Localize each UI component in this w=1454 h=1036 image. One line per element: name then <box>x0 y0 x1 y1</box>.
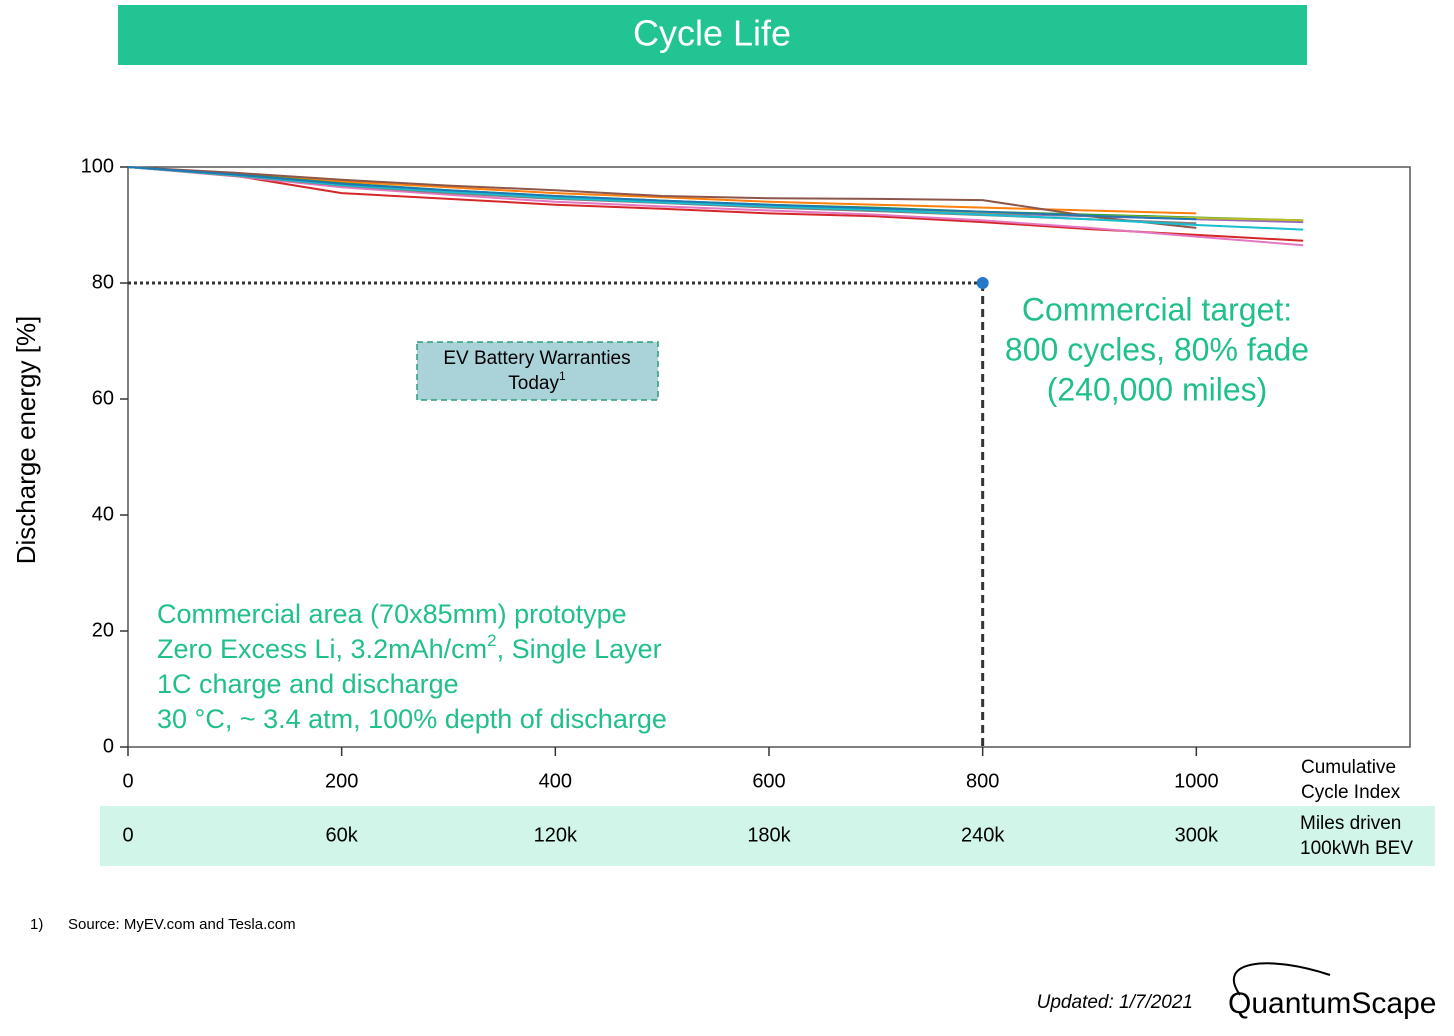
y-tick-label: 20 <box>92 619 114 641</box>
note: 1C charge and discharge <box>157 669 459 699</box>
note: Commercial area (70x85mm) prototype <box>157 599 627 629</box>
series-line <box>127 166 1304 247</box>
miles-label: 100kWh BEV <box>1300 838 1413 859</box>
logo: QuantumScape <box>1228 987 1436 1020</box>
title: Cycle Life <box>633 13 791 54</box>
x-tick-label: 0 <box>122 770 133 792</box>
y-tick-label: 0 <box>103 735 114 757</box>
note-part: Zero Excess Li, 3.2mAh/cm <box>157 634 487 664</box>
note-part: , Single Layer <box>497 634 662 664</box>
note: Zero Excess Li, 3.2mAh/cm2, Single Layer <box>157 631 662 664</box>
x-tick-label: 600 <box>752 770 785 792</box>
target-annotation: 800 cycles, 80% fade <box>1005 331 1309 367</box>
y-tick-label: 80 <box>92 271 114 293</box>
warranty-text: EV Battery Warranties <box>443 348 630 369</box>
series-line <box>127 166 1304 231</box>
x-tick-label: 200 <box>325 770 358 792</box>
x-axis-label: Cycle Index <box>1301 782 1401 803</box>
updated: Updated: 1/7/2021 <box>1037 992 1193 1013</box>
miles-tick-label: 300k <box>1175 824 1219 846</box>
y-axis-label: Discharge energy [%] <box>11 316 41 565</box>
miles-tick-label: 0 <box>122 824 133 846</box>
miles-tick-label: 120k <box>534 824 578 846</box>
series-line <box>127 166 1197 229</box>
logo-swoosh <box>1232 962 1331 996</box>
x-tick-label: 800 <box>966 770 999 792</box>
y-tick-label: 40 <box>92 503 114 525</box>
miles-tick-label: 60k <box>326 824 359 846</box>
footnote-mark: 1) <box>30 916 43 933</box>
note: 30 °C, ~ 3.4 atm, 100% depth of discharg… <box>157 704 667 734</box>
miles-band <box>100 806 1435 866</box>
x-tick-label: 1000 <box>1174 770 1219 792</box>
y-tick-label: 60 <box>92 387 114 409</box>
series-line <box>127 166 1197 215</box>
y-tick-label: 100 <box>81 155 114 177</box>
note-superscript: 2 <box>487 631 496 650</box>
miles-label: Miles driven <box>1300 813 1401 834</box>
miles-tick-label: 180k <box>747 824 791 846</box>
target-annotation: (240,000 miles) <box>1047 371 1268 407</box>
series-line <box>127 166 1197 221</box>
footnote-text: Source: MyEV.com and Tesla.com <box>68 916 296 933</box>
warranty-box <box>416 341 659 401</box>
warranty-text-line: Today <box>508 373 559 394</box>
title-banner <box>118 5 1307 65</box>
target-point <box>976 277 989 289</box>
footnote-superscript: 1 <box>559 369 566 383</box>
x-axis-label: Cumulative <box>1301 757 1396 778</box>
x-tick-label: 400 <box>539 770 572 792</box>
series-line <box>127 166 1304 224</box>
warranty-text: Today1 <box>508 369 566 394</box>
miles-tick-label: 240k <box>961 824 1005 846</box>
target-annotation: Commercial target: <box>1022 291 1292 327</box>
